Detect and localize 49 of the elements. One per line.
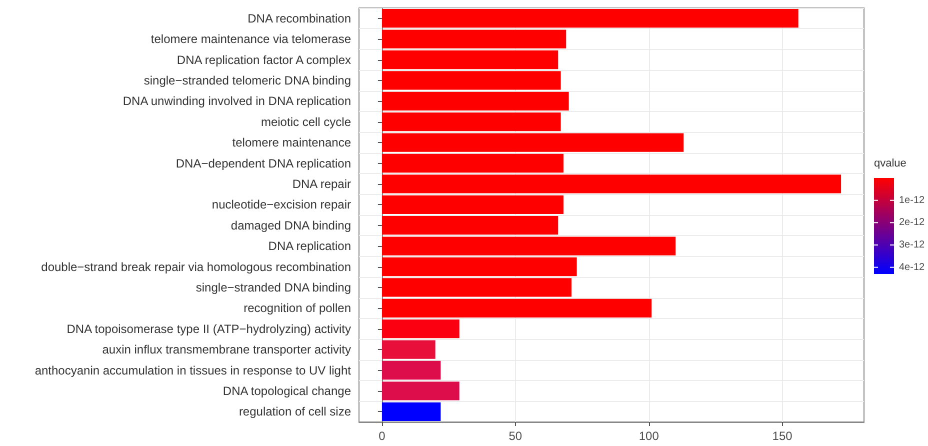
bar	[382, 320, 460, 338]
y-tick-label: regulation of cell size	[238, 404, 352, 419]
y-tick-label: auxin influx transmembrane transporter activity	[102, 342, 351, 357]
bar	[382, 278, 572, 297]
x-tick-label: 150	[772, 429, 793, 443]
bar	[382, 257, 577, 276]
bar	[382, 9, 798, 28]
bar	[382, 340, 436, 359]
bar	[382, 174, 842, 194]
x-tick-label: 0	[378, 429, 386, 443]
y-tick-label: anthocyanin accumulation in tissues in response to UV light	[34, 363, 352, 378]
y-tick-label: meiotic cell cycle	[260, 114, 352, 129]
bar	[382, 133, 684, 152]
bar	[382, 298, 652, 318]
y-tick-label: DNA repair	[292, 176, 352, 191]
bar	[382, 154, 564, 173]
y-tick-label: DNA topoisomerase type II (ATP−hydrolyzing) activity	[66, 322, 351, 336]
y-tick-label: nucleotide−excision repair	[212, 198, 351, 212]
y-tick-label: single−stranded telomeric DNA binding	[144, 73, 351, 88]
bar	[382, 195, 564, 214]
bar	[382, 92, 569, 110]
y-tick-label: DNA replication	[268, 239, 351, 254]
bar	[382, 382, 460, 400]
bar	[382, 71, 561, 90]
y-tick-label: telomere maintenance via telomerase	[150, 32, 352, 46]
bar	[382, 30, 566, 48]
color-bar-label: 1e-12	[899, 194, 926, 206]
y-tick-label: recognition of pollen	[244, 301, 351, 316]
bar	[382, 50, 558, 70]
y-tick-label: DNA unwinding involved in DNA replication	[122, 94, 351, 108]
bar	[382, 236, 676, 256]
y-tick-label: DNA−dependent DNA replication	[176, 156, 351, 170]
y-tick-label: DNA replication factor A complex	[176, 52, 351, 67]
y-tick-label: single−stranded DNA binding	[196, 280, 351, 294]
y-tick-label: DNA topological change	[222, 384, 352, 398]
color-bar-label: 4e-12	[899, 262, 926, 273]
color-bar-label: 3e-12	[899, 239, 926, 250]
y-tick-label: damaged DNA binding	[230, 218, 351, 232]
color-bar-title: qvalue	[874, 158, 906, 170]
bar	[382, 216, 558, 235]
x-tick-label: 50	[508, 429, 522, 443]
y-tick-label: DNA recombination	[248, 11, 351, 26]
color-bar-label: 2e-12	[899, 217, 926, 228]
y-tick-label: double−strand break repair via homologous recombination	[41, 260, 351, 274]
bar	[382, 360, 441, 380]
bar	[382, 402, 441, 421]
bar	[382, 112, 561, 132]
y-tick-label: telomere maintenance	[232, 136, 352, 150]
x-tick-label: 100	[638, 429, 660, 443]
